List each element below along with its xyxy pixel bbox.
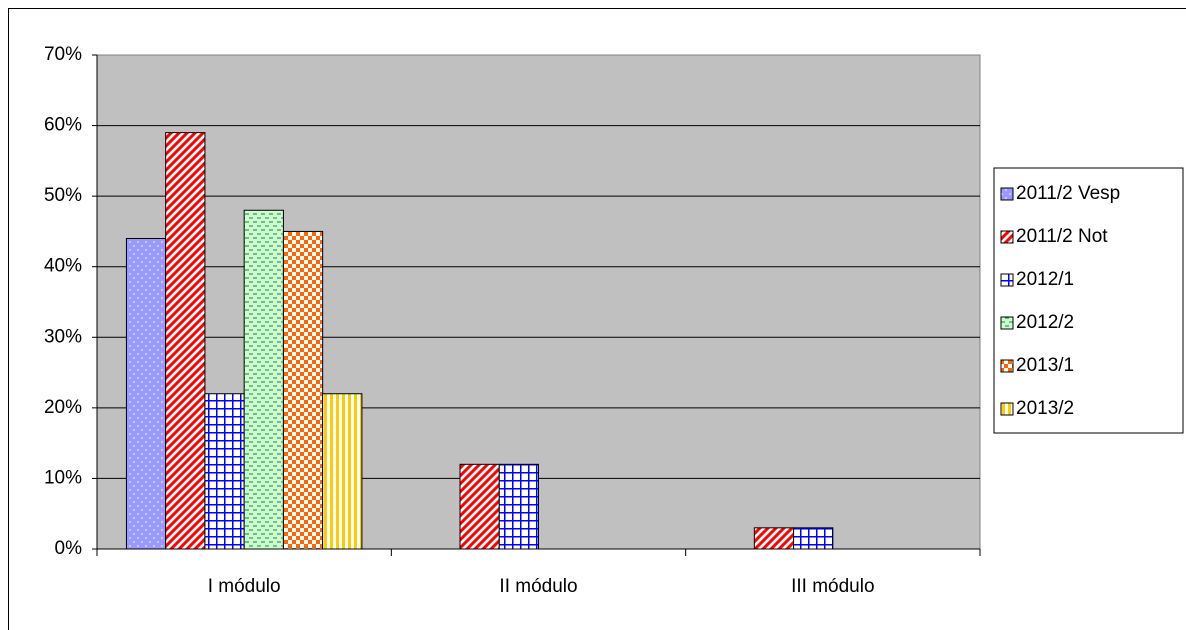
x-tick-label: III módulo <box>791 576 874 597</box>
legend-label: 2012/2 <box>1016 312 1074 333</box>
bar <box>165 132 206 550</box>
legend-swatch <box>1000 402 1014 416</box>
legend-label: 2012/1 <box>1016 269 1074 290</box>
y-tick-label: 70% <box>44 44 82 65</box>
legend-swatch <box>1000 316 1014 330</box>
legend-swatch <box>1000 230 1014 244</box>
bar <box>459 463 500 550</box>
bar <box>753 527 795 550</box>
legend-box <box>993 167 1184 434</box>
legend-label: 2013/2 <box>1016 398 1074 419</box>
bar <box>793 527 834 550</box>
bar <box>322 393 363 550</box>
legend-swatch <box>1000 187 1014 201</box>
x-tick-label: II módulo <box>499 576 577 597</box>
y-tick-label: 60% <box>44 115 82 136</box>
legend-label: 2013/1 <box>1016 355 1074 376</box>
y-tick-label: 50% <box>44 185 82 206</box>
y-tick-label: 40% <box>44 256 82 277</box>
bar <box>498 463 539 550</box>
bar <box>282 230 324 550</box>
bar <box>243 209 284 550</box>
bar <box>204 393 245 550</box>
y-tick-label: 20% <box>44 397 82 418</box>
x-tick-label: I módulo <box>208 576 281 597</box>
legend-label: 2011/2 Not <box>1016 226 1108 247</box>
y-tick-label: 10% <box>44 467 82 488</box>
bar <box>125 237 167 550</box>
legend-label: 2011/2 Vesp <box>1016 183 1120 204</box>
chart-border <box>8 8 1186 630</box>
y-tick-label: 30% <box>44 326 82 347</box>
legend-swatch <box>1000 359 1014 373</box>
y-tick-label: 0% <box>55 538 83 559</box>
legend-swatch <box>1000 273 1014 287</box>
